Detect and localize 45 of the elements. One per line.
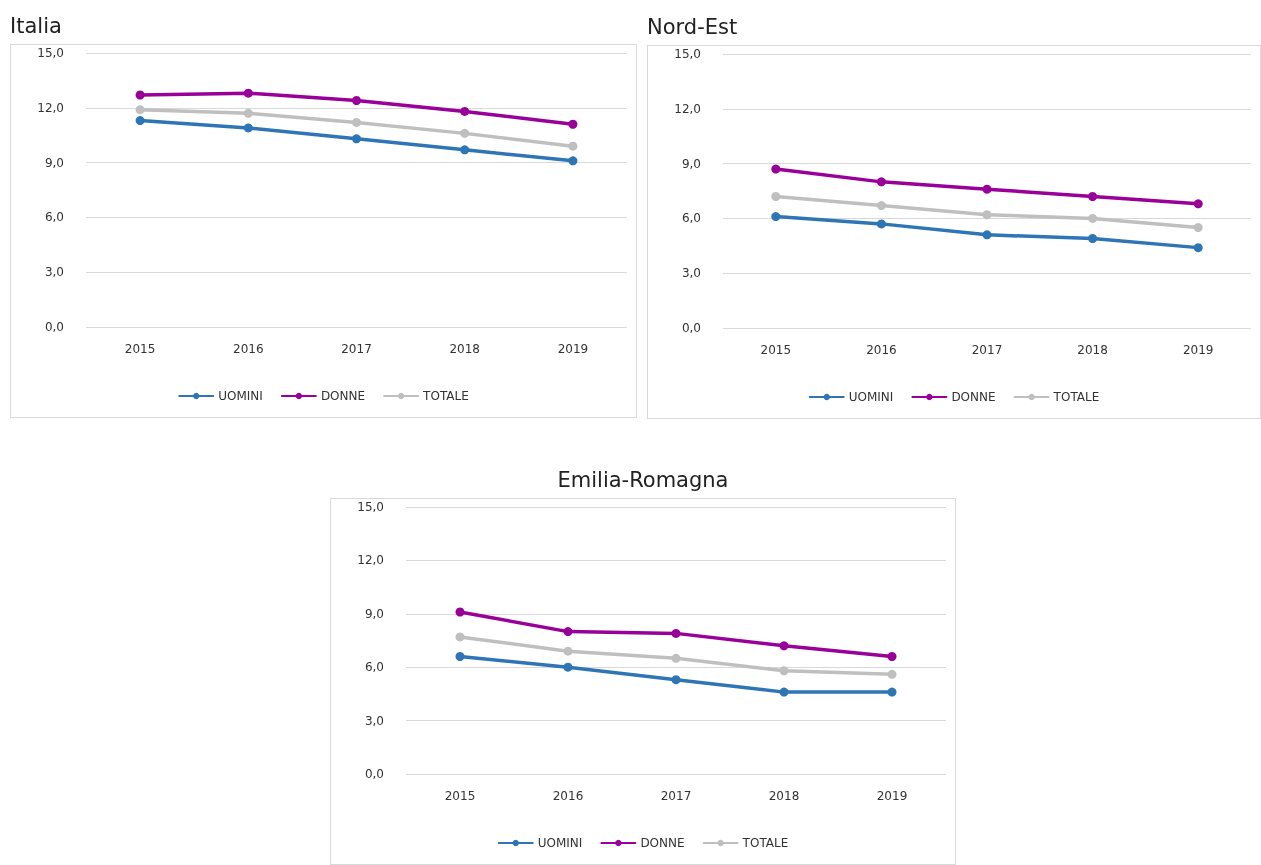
x-tick-label: 2019: [876, 789, 908, 803]
x-tick-label: 2017: [341, 342, 372, 356]
y-tick-label: 6,0: [44, 210, 64, 225]
y-tick-label: 9,0: [364, 606, 384, 621]
legend-label: DONNE: [951, 390, 996, 404]
y-tick-label: 3,0: [44, 265, 64, 280]
x-tick-label: 2015: [124, 342, 156, 356]
y-tick-label: 15,0: [37, 46, 64, 60]
legend-label: TOTALE: [422, 389, 469, 403]
legend-label: TOTALE: [741, 836, 789, 850]
x-tick-label: 2018: [768, 789, 800, 803]
x-tick-label: 2018: [449, 342, 480, 356]
y-tick-label: 12,0: [674, 101, 701, 116]
x-tick-label: 2017: [971, 343, 1003, 357]
y-tick-label: 15,0: [674, 47, 701, 61]
legend-label: DONNE: [640, 836, 685, 850]
x-tick-label: 2019: [557, 342, 589, 356]
x-tick-label: 2016: [866, 343, 897, 357]
y-tick-label: 3,0: [364, 713, 384, 728]
x-tick-label: 2016: [552, 789, 584, 803]
legend-label: UOMINI: [848, 390, 894, 404]
x-tick-label: 2019: [1182, 343, 1214, 357]
x-tick-label: 2018: [1077, 343, 1108, 357]
y-tick-label: 0,0: [44, 320, 64, 334]
y-tick-label: 6,0: [364, 660, 384, 675]
x-tick-label: 2016: [233, 342, 264, 356]
y-tick-label: 0,0: [681, 321, 701, 335]
x-tick-label: 2015: [760, 343, 792, 357]
y-tick-label: 9,0: [44, 155, 64, 170]
y-tick-label: 3,0: [681, 266, 701, 281]
x-tick-label: 2017: [660, 789, 692, 803]
y-tick-label: 15,0: [357, 500, 384, 514]
legend-label: TOTALE: [1052, 390, 1100, 404]
x-tick-label: 2015: [444, 789, 476, 803]
y-tick-label: 12,0: [37, 100, 64, 115]
y-tick-label: 0,0: [364, 767, 384, 781]
chart-title: Nord-Est: [647, 15, 738, 39]
y-tick-label: 9,0: [681, 156, 701, 171]
y-tick-label: 6,0: [681, 211, 701, 226]
chart-title: Emilia-Romagna: [556, 468, 730, 492]
legend-label: UOMINI: [218, 389, 263, 403]
legend-label: DONNE: [320, 389, 366, 403]
legend-label: UOMINI: [537, 836, 583, 850]
chart-title: Italia: [10, 14, 62, 38]
y-tick-label: 12,0: [357, 553, 384, 568]
